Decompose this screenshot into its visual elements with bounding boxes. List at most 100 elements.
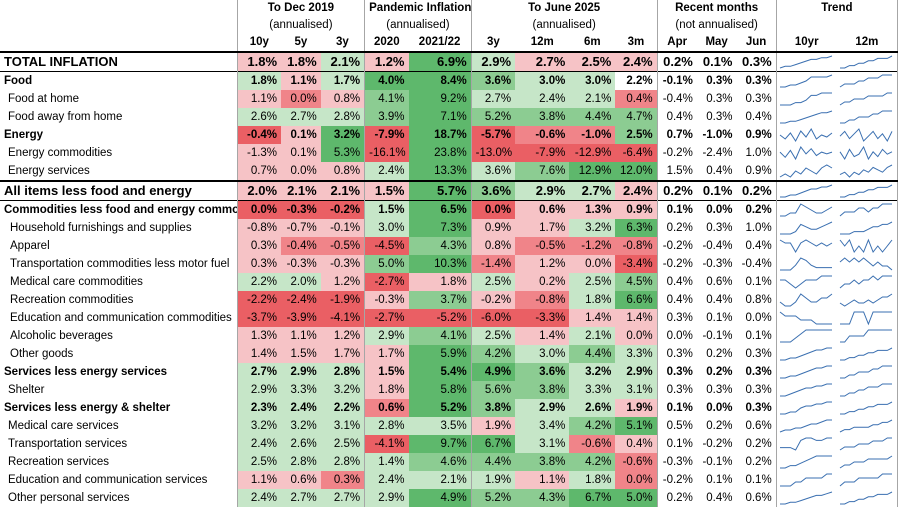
table-row: Commodities less food and energy commodi…	[0, 200, 898, 219]
trend-12m-cell	[836, 90, 898, 108]
value-cell: -0.8%	[236, 219, 282, 237]
value-cell: -1.2%	[569, 237, 616, 255]
value-cell: 0.5%	[656, 417, 697, 435]
value-cell: 5.3%	[320, 144, 365, 162]
value-cell: -6.4%	[615, 144, 658, 162]
row-label: Recreation commodities	[10, 294, 134, 306]
value-cell: 4.9%	[470, 363, 516, 381]
sparkline-path	[839, 74, 892, 88]
row-label: Energy services	[8, 165, 90, 177]
value-cell: 4.3%	[408, 237, 472, 255]
value-cell: 0.2%	[656, 219, 697, 237]
sparkline-path	[839, 419, 893, 433]
value-cell: 1.8%	[236, 71, 282, 90]
value-cell: 0.3%	[736, 51, 777, 72]
value-cell: 2.7%	[569, 180, 616, 201]
value-cell: 2.5%	[320, 435, 365, 453]
value-cell: 3.1%	[615, 381, 658, 399]
value-cell: -13.0%	[470, 144, 516, 162]
sparkline-path	[779, 329, 832, 343]
sparkline-path	[779, 455, 832, 469]
value-cell: 0.0%	[615, 327, 658, 345]
sparkline-path	[839, 401, 893, 415]
row-label: Education and communication commodities	[10, 312, 232, 324]
value-cell: 2.9%	[515, 180, 570, 201]
value-cell: -2.7%	[364, 273, 409, 291]
value-cell: 0.4%	[656, 108, 697, 126]
sparkline-path	[779, 347, 832, 361]
value-cell: -12.9%	[569, 144, 616, 162]
value-cell: 0.0%	[569, 255, 616, 273]
value-cell: -1.0%	[702, 129, 733, 141]
value-cell: 3.2%	[320, 381, 365, 399]
trend-sparkline	[839, 437, 892, 451]
trend-10yr-cell	[775, 71, 837, 90]
row-label: Apparel	[10, 240, 50, 252]
value-cell: -0.8%	[615, 237, 658, 255]
value-cell: 5.8%	[408, 381, 472, 399]
sparkline-path	[839, 164, 893, 178]
value-cell: -6.0%	[470, 309, 516, 327]
col-header: 12m	[530, 36, 554, 48]
value-cell: 1.9%	[470, 471, 516, 489]
sparkline-path	[779, 365, 832, 379]
value-cell: 4.7%	[615, 108, 658, 126]
trend-10yr-cell	[775, 126, 837, 144]
row-label: Energy	[4, 129, 43, 141]
value-cell: 2.4%	[236, 435, 282, 453]
trend-10yr-cell	[775, 162, 837, 181]
row-label: Food at home	[8, 93, 79, 105]
sparkline-path	[839, 145, 893, 161]
value-cell: 2.7%	[515, 51, 570, 72]
table-row: Transportation commodities less motor fu…	[0, 255, 898, 273]
sparkline-path	[779, 74, 832, 88]
col-header: 3y	[470, 34, 516, 52]
value-cell: 2.4%	[236, 489, 282, 507]
value-cell: 1.1%	[236, 90, 282, 108]
value-cell: -0.1%	[702, 456, 733, 468]
trend-sparkline	[779, 164, 832, 178]
value-cell: 0.3%	[706, 384, 733, 396]
trend-10yr-cell	[775, 381, 837, 399]
value-cell: 1.8%	[569, 291, 616, 309]
value-cell: 0.0%	[281, 162, 321, 181]
value-cell: 2.9%	[364, 327, 409, 345]
value-cell: 1.2%	[515, 255, 570, 273]
trend-sparkline	[779, 275, 832, 289]
value-cell: -0.2%	[656, 471, 697, 489]
value-cell: 2.7%	[236, 363, 282, 381]
value-cell: -0.4%	[656, 90, 697, 108]
value-cell: 2.5%	[569, 51, 616, 72]
value-cell: -0.3%	[364, 291, 409, 309]
sparkline-path	[839, 275, 892, 289]
value-cell: 0.6%	[706, 276, 733, 288]
col-header: 2021/22	[418, 36, 461, 48]
value-cell: 1.8%	[364, 381, 409, 399]
trend-sparkline	[839, 92, 892, 106]
trend-10yr-cell	[775, 90, 837, 108]
trend-sparkline	[779, 401, 832, 415]
value-cell: 0.3%	[706, 222, 733, 234]
sparkline-path	[839, 257, 893, 271]
trend-sparkline	[839, 164, 893, 178]
trend-12m-cell	[836, 381, 898, 399]
value-cell: 2.8%	[320, 453, 365, 471]
value-cell: 2.1%	[569, 327, 616, 345]
trend-sparkline	[839, 221, 893, 235]
value-cell: 0.3%	[236, 255, 282, 273]
value-cell: 2.5%	[470, 327, 516, 345]
value-cell: 3.7%	[408, 291, 472, 309]
value-cell: 2.1%	[569, 90, 616, 108]
trend-sparkline	[779, 365, 832, 379]
corner-blank	[0, 0, 237, 17]
value-cell: 0.9%	[745, 165, 772, 177]
value-cell: 3.8%	[470, 399, 516, 417]
trend-sparkline	[839, 128, 893, 143]
trend-12m-cell	[836, 417, 898, 435]
row-label: Food	[0, 71, 238, 90]
value-cell: 0.6%	[745, 420, 772, 432]
trend-sparkline	[839, 74, 892, 88]
trend-sparkline	[779, 146, 832, 161]
trend-12m-cell	[836, 291, 898, 309]
value-cell: 1.5%	[364, 363, 409, 381]
